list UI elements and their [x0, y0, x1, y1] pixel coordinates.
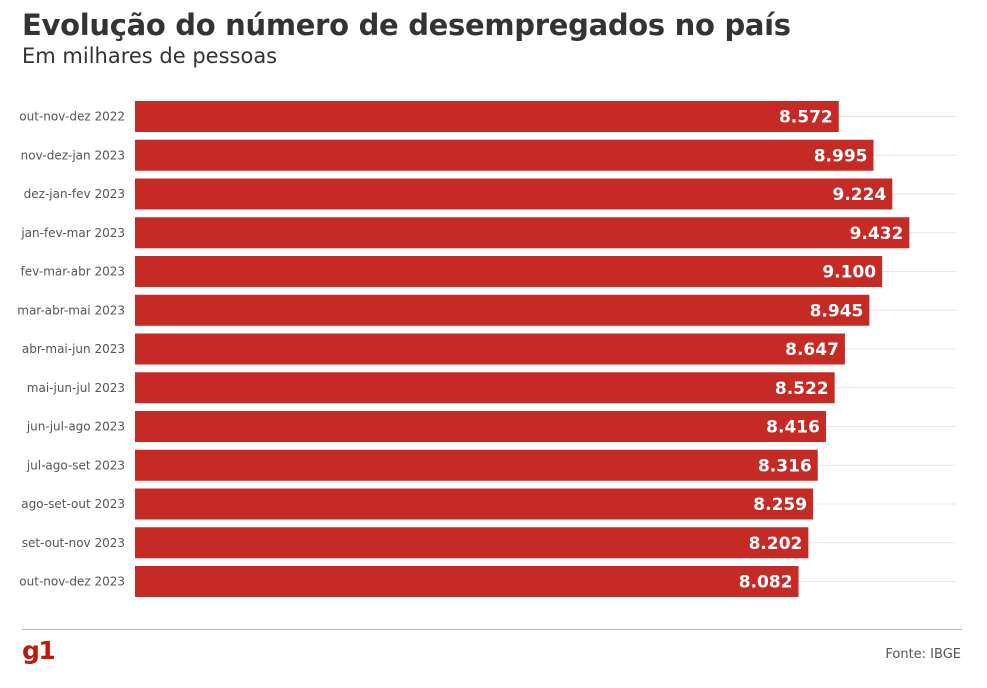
- data-label: 8.259: [753, 495, 807, 515]
- source-note: Fonte: IBGE: [885, 647, 961, 662]
- category-label: out-nov-dez 2022: [19, 110, 125, 124]
- data-label: 8.202: [749, 534, 803, 554]
- category-label: abr-mai-jun 2023: [22, 342, 125, 356]
- bar: [135, 527, 809, 559]
- category-label: fev-mar-abr 2023: [20, 265, 125, 279]
- data-label: 8.647: [785, 340, 839, 360]
- bar: [135, 488, 814, 520]
- bar: [135, 449, 818, 481]
- category-label: nov-dez-jan 2023: [21, 148, 125, 162]
- category-label: jan-fev-mar 2023: [20, 226, 125, 240]
- bar: [135, 101, 839, 132]
- data-label: 8.572: [779, 108, 833, 128]
- category-label: mai-jun-jul 2023: [27, 381, 125, 395]
- category-label: jul-ago-set 2023: [26, 458, 125, 472]
- data-label: 8.082: [739, 573, 793, 593]
- g1-logo: g1: [22, 636, 56, 665]
- data-label: 8.522: [775, 379, 829, 399]
- data-label: 9.432: [850, 224, 904, 244]
- data-label: 8.995: [814, 146, 868, 166]
- data-label: 8.416: [766, 418, 820, 438]
- footer-divider: [22, 629, 962, 630]
- chart-subtitle: Em milhares de pessoas: [22, 44, 278, 68]
- bar: [135, 566, 799, 597]
- bar: [135, 256, 883, 287]
- bar: [135, 372, 835, 404]
- bar-chart: out-nov-dez 2022 8.572 nov-dez-jan 2023 8.9…: [17, 101, 956, 597]
- bar: [135, 217, 910, 249]
- data-label: 9.224: [833, 185, 887, 205]
- data-label: 8.316: [758, 456, 812, 476]
- bar: [135, 294, 870, 326]
- category-label: out-nov-dez 2023: [19, 575, 125, 589]
- bar: [135, 178, 893, 210]
- category-label: jun-jul-ago 2023: [26, 420, 125, 434]
- bar: [135, 411, 826, 442]
- data-label: 9.100: [822, 263, 876, 283]
- category-label: dez-jan-fev 2023: [24, 187, 125, 201]
- bar: [135, 333, 845, 365]
- category-label: mar-abr-mai 2023: [17, 303, 125, 317]
- data-label: 8.945: [810, 301, 864, 321]
- chart-title: Evolução do número de desempregados no p…: [22, 8, 791, 42]
- category-label: ago-set-out 2023: [21, 497, 125, 511]
- bar: [135, 139, 874, 171]
- category-label: set-out-nov 2023: [22, 536, 125, 550]
